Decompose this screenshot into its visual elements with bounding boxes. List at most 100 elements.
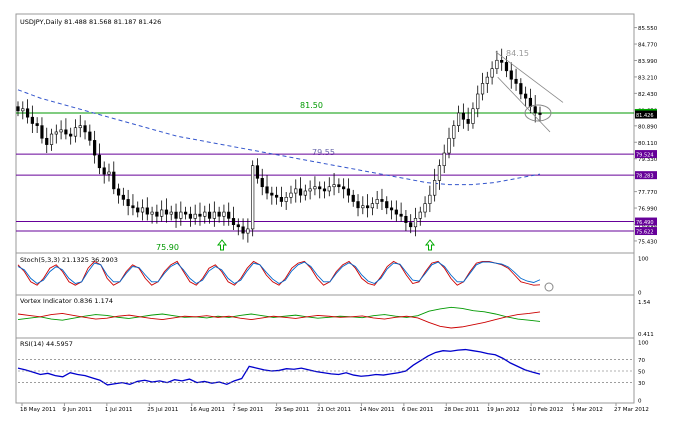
x-tick-label: 28 Dec 2011 bbox=[444, 407, 479, 413]
x-tick-label: 5 Mar 2012 bbox=[572, 407, 603, 413]
level-label-79-55: 79.55 bbox=[312, 148, 335, 157]
candle-body bbox=[212, 211, 216, 219]
candle-body bbox=[327, 186, 331, 192]
candle-body bbox=[409, 222, 413, 228]
candle-body bbox=[337, 184, 341, 188]
candle-body bbox=[279, 196, 283, 202]
y-tick-label: 83.990 bbox=[638, 59, 658, 65]
candle-body bbox=[418, 211, 422, 219]
level-tag bbox=[635, 227, 657, 236]
candle-body bbox=[404, 215, 408, 223]
x-tick-label: 19 Jan 2012 bbox=[487, 407, 520, 413]
candle-body bbox=[303, 190, 307, 196]
candle-body bbox=[54, 131, 58, 135]
candle-body bbox=[231, 218, 236, 226]
stoch-marker-circle bbox=[544, 282, 554, 292]
candle-body bbox=[495, 59, 499, 70]
candle-body bbox=[375, 199, 379, 204]
candle-body bbox=[413, 218, 418, 228]
y-tick-label: 85.550 bbox=[638, 26, 658, 32]
moving-average-line bbox=[17, 89, 541, 186]
candle-body bbox=[184, 211, 188, 215]
level-tag-label: 76.490 bbox=[636, 220, 654, 226]
candle-body bbox=[394, 209, 398, 215]
candle-body bbox=[102, 167, 106, 175]
x-tick-label: 25 Jul 2011 bbox=[147, 407, 178, 413]
candle-body bbox=[83, 125, 87, 133]
candle-body bbox=[289, 192, 293, 198]
candle-body bbox=[150, 211, 154, 215]
candle-body bbox=[265, 186, 269, 194]
candle-body bbox=[93, 140, 97, 156]
x-tick-label: 7 Sep 2011 bbox=[232, 407, 263, 413]
candle-body bbox=[524, 93, 528, 99]
x-tick-label: 27 Mar 2012 bbox=[614, 407, 649, 413]
x-tick-label: 1 Jul 2011 bbox=[105, 407, 133, 413]
x-tick-label: 9 Jun 2011 bbox=[62, 407, 92, 413]
up-arrow-icon bbox=[424, 239, 436, 251]
x-tick-label: 16 Aug 2011 bbox=[190, 407, 225, 413]
candle-body bbox=[21, 108, 25, 112]
series-line bbox=[17, 260, 541, 286]
y-tick-label: 100 bbox=[638, 341, 649, 347]
candle-body bbox=[251, 165, 255, 230]
candle-body bbox=[490, 68, 494, 78]
candle-body bbox=[452, 125, 456, 139]
candle-body bbox=[466, 118, 470, 124]
series-line bbox=[17, 311, 541, 329]
channel-line bbox=[495, 51, 564, 103]
series-line bbox=[17, 261, 541, 285]
candle-body bbox=[25, 108, 30, 118]
candle-body bbox=[198, 213, 202, 217]
candle-body bbox=[45, 137, 49, 145]
candle-body bbox=[64, 129, 68, 135]
candle-body bbox=[480, 83, 485, 95]
y-tick-label: 1.54 bbox=[638, 300, 651, 306]
x-tick-label: 6 Dec 2011 bbox=[402, 407, 434, 413]
y-tick-label: 76.990 bbox=[638, 207, 658, 213]
current-price-label: 81.426 bbox=[636, 113, 654, 119]
candle-body bbox=[73, 127, 78, 137]
candle-body bbox=[164, 209, 169, 215]
candle-body bbox=[131, 205, 135, 209]
rsi-title: RSI(14) 44.5957 bbox=[20, 340, 73, 348]
y-tick-label: 83.210 bbox=[638, 75, 658, 81]
candle-body bbox=[116, 188, 121, 196]
candle-body bbox=[179, 211, 183, 219]
candle-body bbox=[236, 224, 240, 228]
level-label-75-90: 75.90 bbox=[156, 243, 179, 252]
candle-body bbox=[207, 211, 212, 219]
candle-body bbox=[428, 194, 432, 204]
channel-line bbox=[497, 76, 551, 133]
candle-body bbox=[423, 203, 427, 213]
y-tick-label: 50 bbox=[638, 370, 645, 376]
vortex-title: Vortex Indicator 0.836 1.174 bbox=[20, 297, 113, 305]
candle-body bbox=[346, 188, 351, 196]
candle-body bbox=[476, 93, 480, 110]
candle-body bbox=[399, 213, 403, 217]
candle-body bbox=[471, 108, 475, 124]
candle-body bbox=[389, 207, 394, 211]
candle-body bbox=[308, 188, 312, 192]
candle-body bbox=[356, 201, 360, 209]
highlight-ellipse bbox=[524, 104, 552, 122]
candle-body bbox=[528, 97, 533, 107]
y-tick-label: 75.430 bbox=[638, 239, 658, 245]
candle-body bbox=[121, 194, 125, 200]
candle-body bbox=[188, 213, 193, 219]
candle-body bbox=[255, 165, 260, 179]
candle-body bbox=[169, 211, 173, 215]
candle-body bbox=[174, 211, 178, 219]
y-tick-label: 77.770 bbox=[638, 190, 658, 196]
candle-body bbox=[145, 207, 149, 215]
y-tick-label: 79.330 bbox=[638, 157, 658, 163]
candle-body bbox=[246, 228, 250, 234]
candle-body bbox=[107, 171, 111, 175]
y-tick-label: 0 bbox=[638, 291, 642, 297]
level-tag-label: 79.524 bbox=[636, 153, 654, 159]
y-tick-label: 76.210 bbox=[638, 223, 658, 229]
candle-body bbox=[40, 125, 44, 139]
candle-body bbox=[217, 211, 221, 217]
candle-body bbox=[509, 70, 513, 80]
